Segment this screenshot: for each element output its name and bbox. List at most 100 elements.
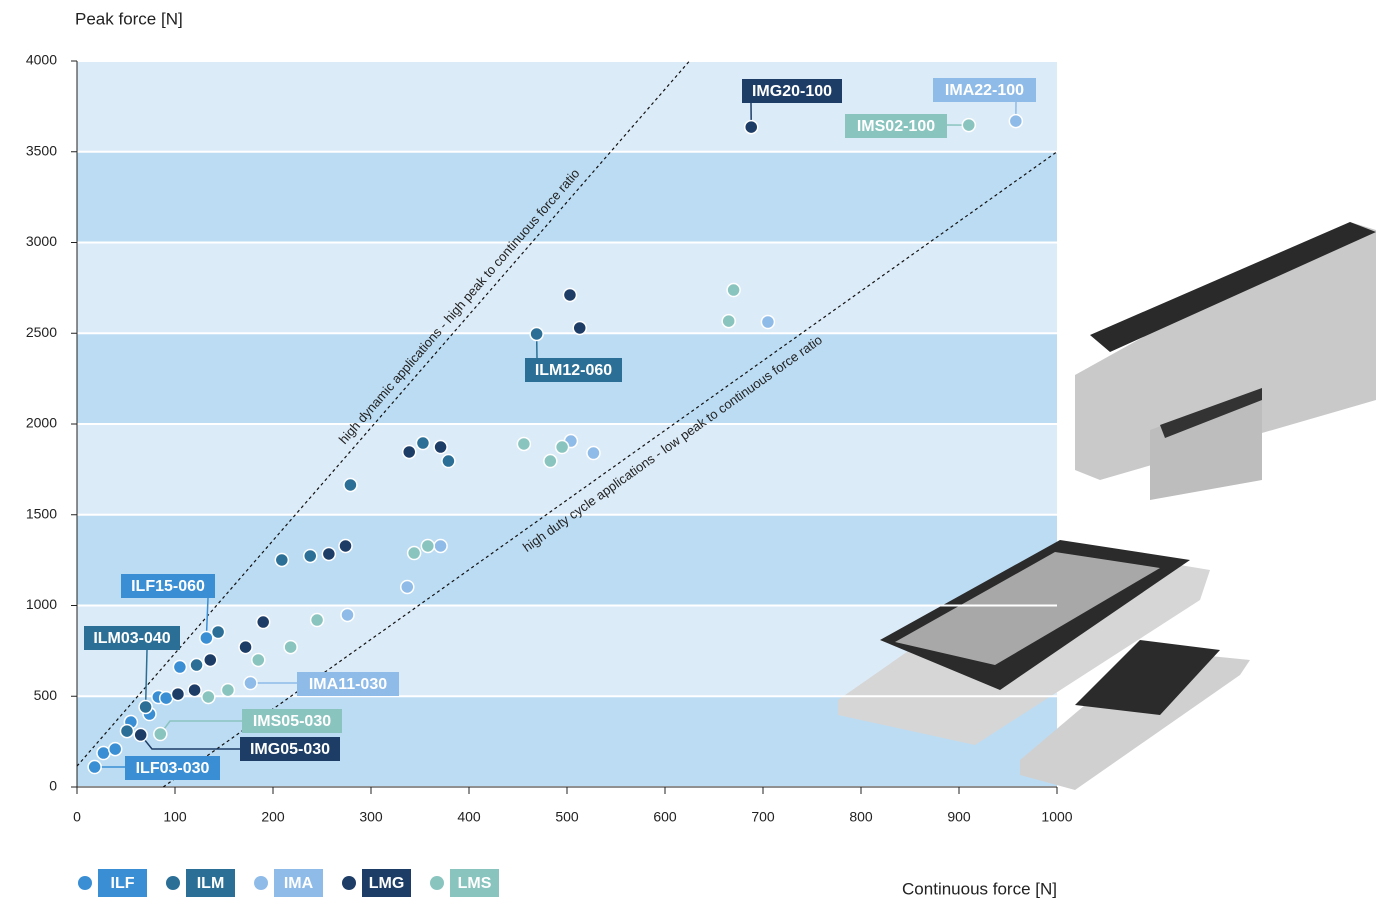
callout-label: ILF15-060 [131,578,205,595]
point [87,759,102,775]
legend-box [186,869,235,897]
point [516,436,532,452]
y-tick-label: 0 [49,778,57,794]
band [77,151,1057,243]
point [172,659,188,675]
point [338,538,353,554]
point [340,607,355,623]
point [586,445,601,461]
point [433,538,448,554]
legend-box [450,869,499,897]
point [529,326,544,342]
point [133,727,148,743]
y-axis-title: Peak force [N] [75,9,183,28]
callout-label: IMS02-100 [857,118,935,135]
legend-marker [254,876,268,890]
callout-box [845,114,947,138]
band [77,514,1057,606]
x-tick-label: 0 [73,809,81,825]
y-tick-label: 1500 [26,505,57,521]
point [406,545,422,561]
point [189,657,204,673]
legend-label: LMS [458,875,492,892]
point [543,453,558,469]
point [220,682,236,698]
x-tick-label: 200 [261,809,285,825]
legend-label: ILM [197,875,225,892]
callout-label: IMS05-030 [253,713,331,730]
x-tick-label: 1000 [1041,809,1072,825]
point [187,682,202,698]
x-tick-label: 300 [359,809,383,825]
band [77,242,1057,334]
point [309,612,325,628]
callout-box [933,78,1036,102]
y-tick-label: 500 [34,687,58,703]
point [554,439,570,455]
point [251,652,266,668]
callout-box [297,672,399,696]
product-image [1090,222,1376,352]
x-tick-label: 600 [653,809,677,825]
legend-marker [430,876,444,890]
point [321,546,337,562]
callout-box [240,737,340,761]
legend-label: ILF [111,875,135,892]
callout-box [125,756,220,780]
callout-box [242,709,342,733]
callout-label: ILM12-060 [535,362,612,379]
y-tick-label: 2000 [26,415,57,431]
point [760,314,776,330]
x-tick-label: 900 [947,809,971,825]
product-image [895,552,1160,665]
callout-box [525,358,622,382]
point [119,723,135,739]
point [283,639,298,655]
point [441,453,456,469]
point [138,699,153,715]
legend-box [362,869,411,897]
product-image [1020,650,1250,790]
y-tick-label: 4000 [26,52,57,68]
legend-label: IMA [284,875,314,892]
x-tick-label: 400 [457,809,481,825]
x-axis-title: Continuous force [N] [902,879,1057,898]
point [400,579,415,595]
callout-label: IMG05-030 [250,741,330,758]
point [199,630,214,646]
point [743,119,759,135]
legend-marker [78,876,92,890]
point [343,477,358,493]
legend-box [274,869,323,897]
y-tick-label: 2500 [26,324,57,340]
legend-box [98,869,147,897]
point [210,624,226,640]
point [170,686,186,702]
product-image [1075,222,1376,480]
callout-label: ILF03-030 [136,760,210,777]
product-images [838,222,1376,790]
y-tick-label: 3000 [26,233,57,249]
point [433,439,448,455]
point [243,675,258,691]
callout-label: IMA22-100 [945,82,1024,99]
y-tick-label: 1000 [26,596,57,612]
point [572,320,587,336]
product-image [1150,390,1262,500]
point [1008,113,1024,129]
point [401,444,417,460]
callout-line [144,649,148,707]
point [415,435,431,451]
callout-box [742,79,842,103]
point [420,538,436,554]
point [201,689,216,705]
legend-marker [342,876,356,890]
x-tick-label: 100 [163,809,187,825]
x-tick-label: 500 [555,809,579,825]
point [562,287,578,303]
point [153,726,168,742]
point [726,282,741,298]
point [107,741,123,757]
point [961,117,977,133]
